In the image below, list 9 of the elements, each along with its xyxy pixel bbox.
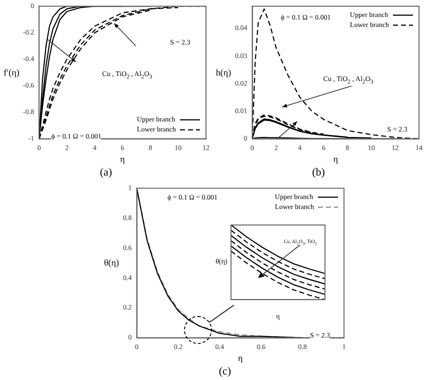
y-axis-title: θ(η) bbox=[104, 258, 120, 268]
x-axis-title: η bbox=[120, 154, 126, 164]
x-axis-title: η bbox=[238, 352, 244, 363]
text: (a) bbox=[100, 166, 112, 178]
y-axis-title: h(η) bbox=[216, 67, 232, 77]
text: (b) bbox=[312, 166, 325, 178]
y-axis-title: f′(η) bbox=[4, 67, 20, 77]
x-axis-title: η bbox=[333, 154, 338, 164]
text: (c) bbox=[218, 366, 232, 378]
